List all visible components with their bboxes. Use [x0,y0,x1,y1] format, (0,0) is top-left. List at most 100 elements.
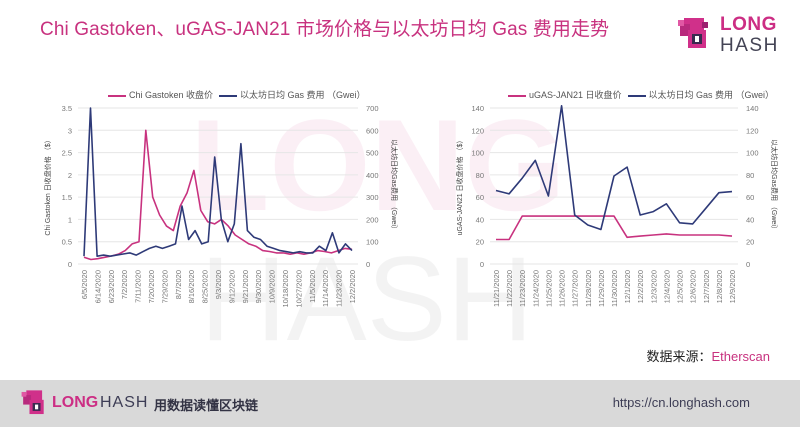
y-tick-label: 0 [480,260,484,269]
footer-bar: LONG HASH 用数据读懂区块链 https://cn.longhash.c… [0,380,800,427]
legend-label: 以太坊日均 Gas 费用 （Gwei） [240,90,366,100]
y2-axis-title: 以太坊日均Gas费用 （Gwei） [390,139,399,233]
y-tick-label: 20 [476,238,484,247]
legend-swatch-pink [508,94,526,97]
page-title: Chi Gastoken、uGAS-JAN21 市场价格与以太坊日均 Gas 费… [40,19,610,40]
legend-item-gas: 以太坊日均 Gas 费用 （Gwei） [627,88,775,101]
footer-slogan: 用数据读懂区块链 [154,398,259,413]
source-name: Etherscan [711,349,770,364]
x-tick-label: 7/11/2020 [134,270,143,303]
y2-tick-label: 140 [746,104,759,113]
y2-tick-label: 500 [366,149,379,158]
gas-fee-line [83,107,353,257]
y2-tick-label: 20 [746,238,754,247]
x-tick-label: 8/16/2020 [187,270,196,303]
y-tick-label: 0.5 [62,238,72,247]
x-tick-label: 12/3/2020 [649,270,658,303]
x-tick-label: 11/5/2020 [308,270,317,303]
x-tick-label: 9/30/2020 [254,270,263,303]
x-tick-label: 6/14/2020 [93,270,102,303]
legend-swatch-navy [219,94,238,97]
x-tick-label: 7/29/2020 [160,270,169,303]
y-tick-label: 3 [68,126,72,135]
x-tick-label: 11/22/2020 [505,270,514,307]
y-axis-title: Chi Gastoken 日收盘价格 （$） [43,136,52,235]
y-tick-label: 2 [68,171,72,180]
chi-gastoken-chart: Chi Gastoken 收盘价 以太坊日均 Gas 费用 （Gwei） 0 0 0… [30,82,400,332]
y-tick-label: 3.5 [62,104,72,113]
x-tick-label: 9/12/2020 [227,270,236,303]
data-source: 数据来源：Etherscan [646,346,770,365]
ugas-jan21-chart: uGAS-JAN21 日收盘价 以太坊日均 Gas 费用 （Gwei） 0 0 20… [448,82,788,332]
chart-legend: Chi Gastoken 收盘价 以太坊日均 Gas 费用 （Gwei） [108,88,366,101]
legend-item-gas: 以太坊日均 Gas 费用 （Gwei） [219,88,366,101]
chart-legend: uGAS-JAN21 日收盘价 以太坊日均 Gas 费用 （Gwei） [508,88,774,101]
x-tick-label: 7/20/2020 [147,270,156,303]
x-tick-label: 11/21/2020 [492,270,501,307]
legend-label: Chi Gastoken 收盘价 [129,90,214,100]
x-tick-label: 11/25/2020 [544,270,553,307]
y2-tick-label: 80 [746,171,754,180]
y2-tick-label: 300 [366,193,379,202]
x-tick-label: 11/24/2020 [531,270,540,307]
x-tick-label: 11/28/2020 [584,270,593,307]
x-tick-label: 11/23/2020 [518,270,527,307]
x-tick-label: 8/25/2020 [201,270,210,303]
y2-tick-label: 100 [366,238,379,247]
x-tick-label: 6/5/2020 [80,270,89,299]
x-tick-label: 10/18/2020 [281,270,290,308]
x-tick-label: 9/3/2020 [214,270,223,299]
footer-url-link[interactable]: https://cn.longhash.com [612,395,750,410]
chart-plot-area: 0 0 0.5 100 1 200 1.5 300 2 400 2.5 500 3 600 3.5 700 Ch… [43,104,399,308]
x-tick-label: 8/7/2020 [174,270,183,299]
legend-swatch-pink [108,94,126,97]
y2-tick-label: 600 [366,126,379,135]
y-tick-label: 2.5 [62,149,72,158]
y-tick-label: 1.5 [62,193,72,202]
y2-tick-label: 120 [746,126,759,135]
x-tick-label: 11/14/2020 [321,270,330,307]
y2-tick-label: 0 [366,260,370,269]
y-tick-label: 60 [476,193,484,202]
legend-label: uGAS-JAN21 日收盘价 [529,90,622,100]
gas-fee-line [495,104,733,231]
y2-axis-title: 以太坊日均Gas费用 （Gwei） [770,139,779,233]
y-tick-label: 40 [476,215,484,224]
x-tick-label: 12/2/2020 [348,270,357,303]
x-tick-label: 12/9/2020 [728,270,737,303]
legend-item-chi-price: Chi Gastoken 收盘价 [108,88,213,101]
logo-text-long: LONG [720,14,777,35]
x-tick-label: 10/27/2020 [294,270,303,308]
longhash-logo: LONG HASH [676,12,786,62]
x-tick-label: 12/2/2020 [636,270,645,303]
y2-tick-label: 700 [366,104,379,113]
x-tick-label: 11/29/2020 [597,270,606,307]
x-tick-label: 12/4/2020 [662,270,671,303]
x-tick-label: 9/21/2020 [241,270,250,303]
x-tick-label: 12/6/2020 [689,270,698,303]
legend-swatch-navy [627,94,646,97]
source-label: 数据来源： [646,349,712,364]
x-tick-label: 11/26/2020 [558,270,567,307]
footer-logo-long: LONG [52,394,99,411]
y-tick-label: 0 [68,260,72,269]
legend-label: 以太坊日均 Gas 费用 （Gwei） [648,90,775,100]
y2-tick-label: 0 [746,260,750,269]
y2-tick-label: 100 [746,149,759,158]
longhash-mascot-icon [678,18,708,48]
x-tick-label: 12/8/2020 [715,270,724,303]
x-tick-label: 12/1/2020 [623,270,632,303]
logo-text-hash: HASH [720,35,779,56]
chart-plot-area: 0 0 20 20 40 40 60 60 80 80 100 100 120 120 140 140 uGAS… [455,104,779,307]
longhash-mascot-icon [21,390,44,415]
x-tick-label: 6/23/2020 [107,270,116,303]
footer-logo-hash: HASH [100,394,149,411]
legend-item-ugas-price: uGAS-JAN21 日收盘价 [508,88,622,101]
y-tick-label: 140 [471,104,484,113]
y-tick-label: 120 [471,126,484,135]
x-tick-label: 12/5/2020 [676,270,685,303]
y2-tick-label: 60 [746,193,754,202]
x-tick-label: 12/7/2020 [702,270,711,303]
y2-tick-label: 400 [366,171,379,180]
x-tick-label: 7/2/2020 [120,270,129,299]
